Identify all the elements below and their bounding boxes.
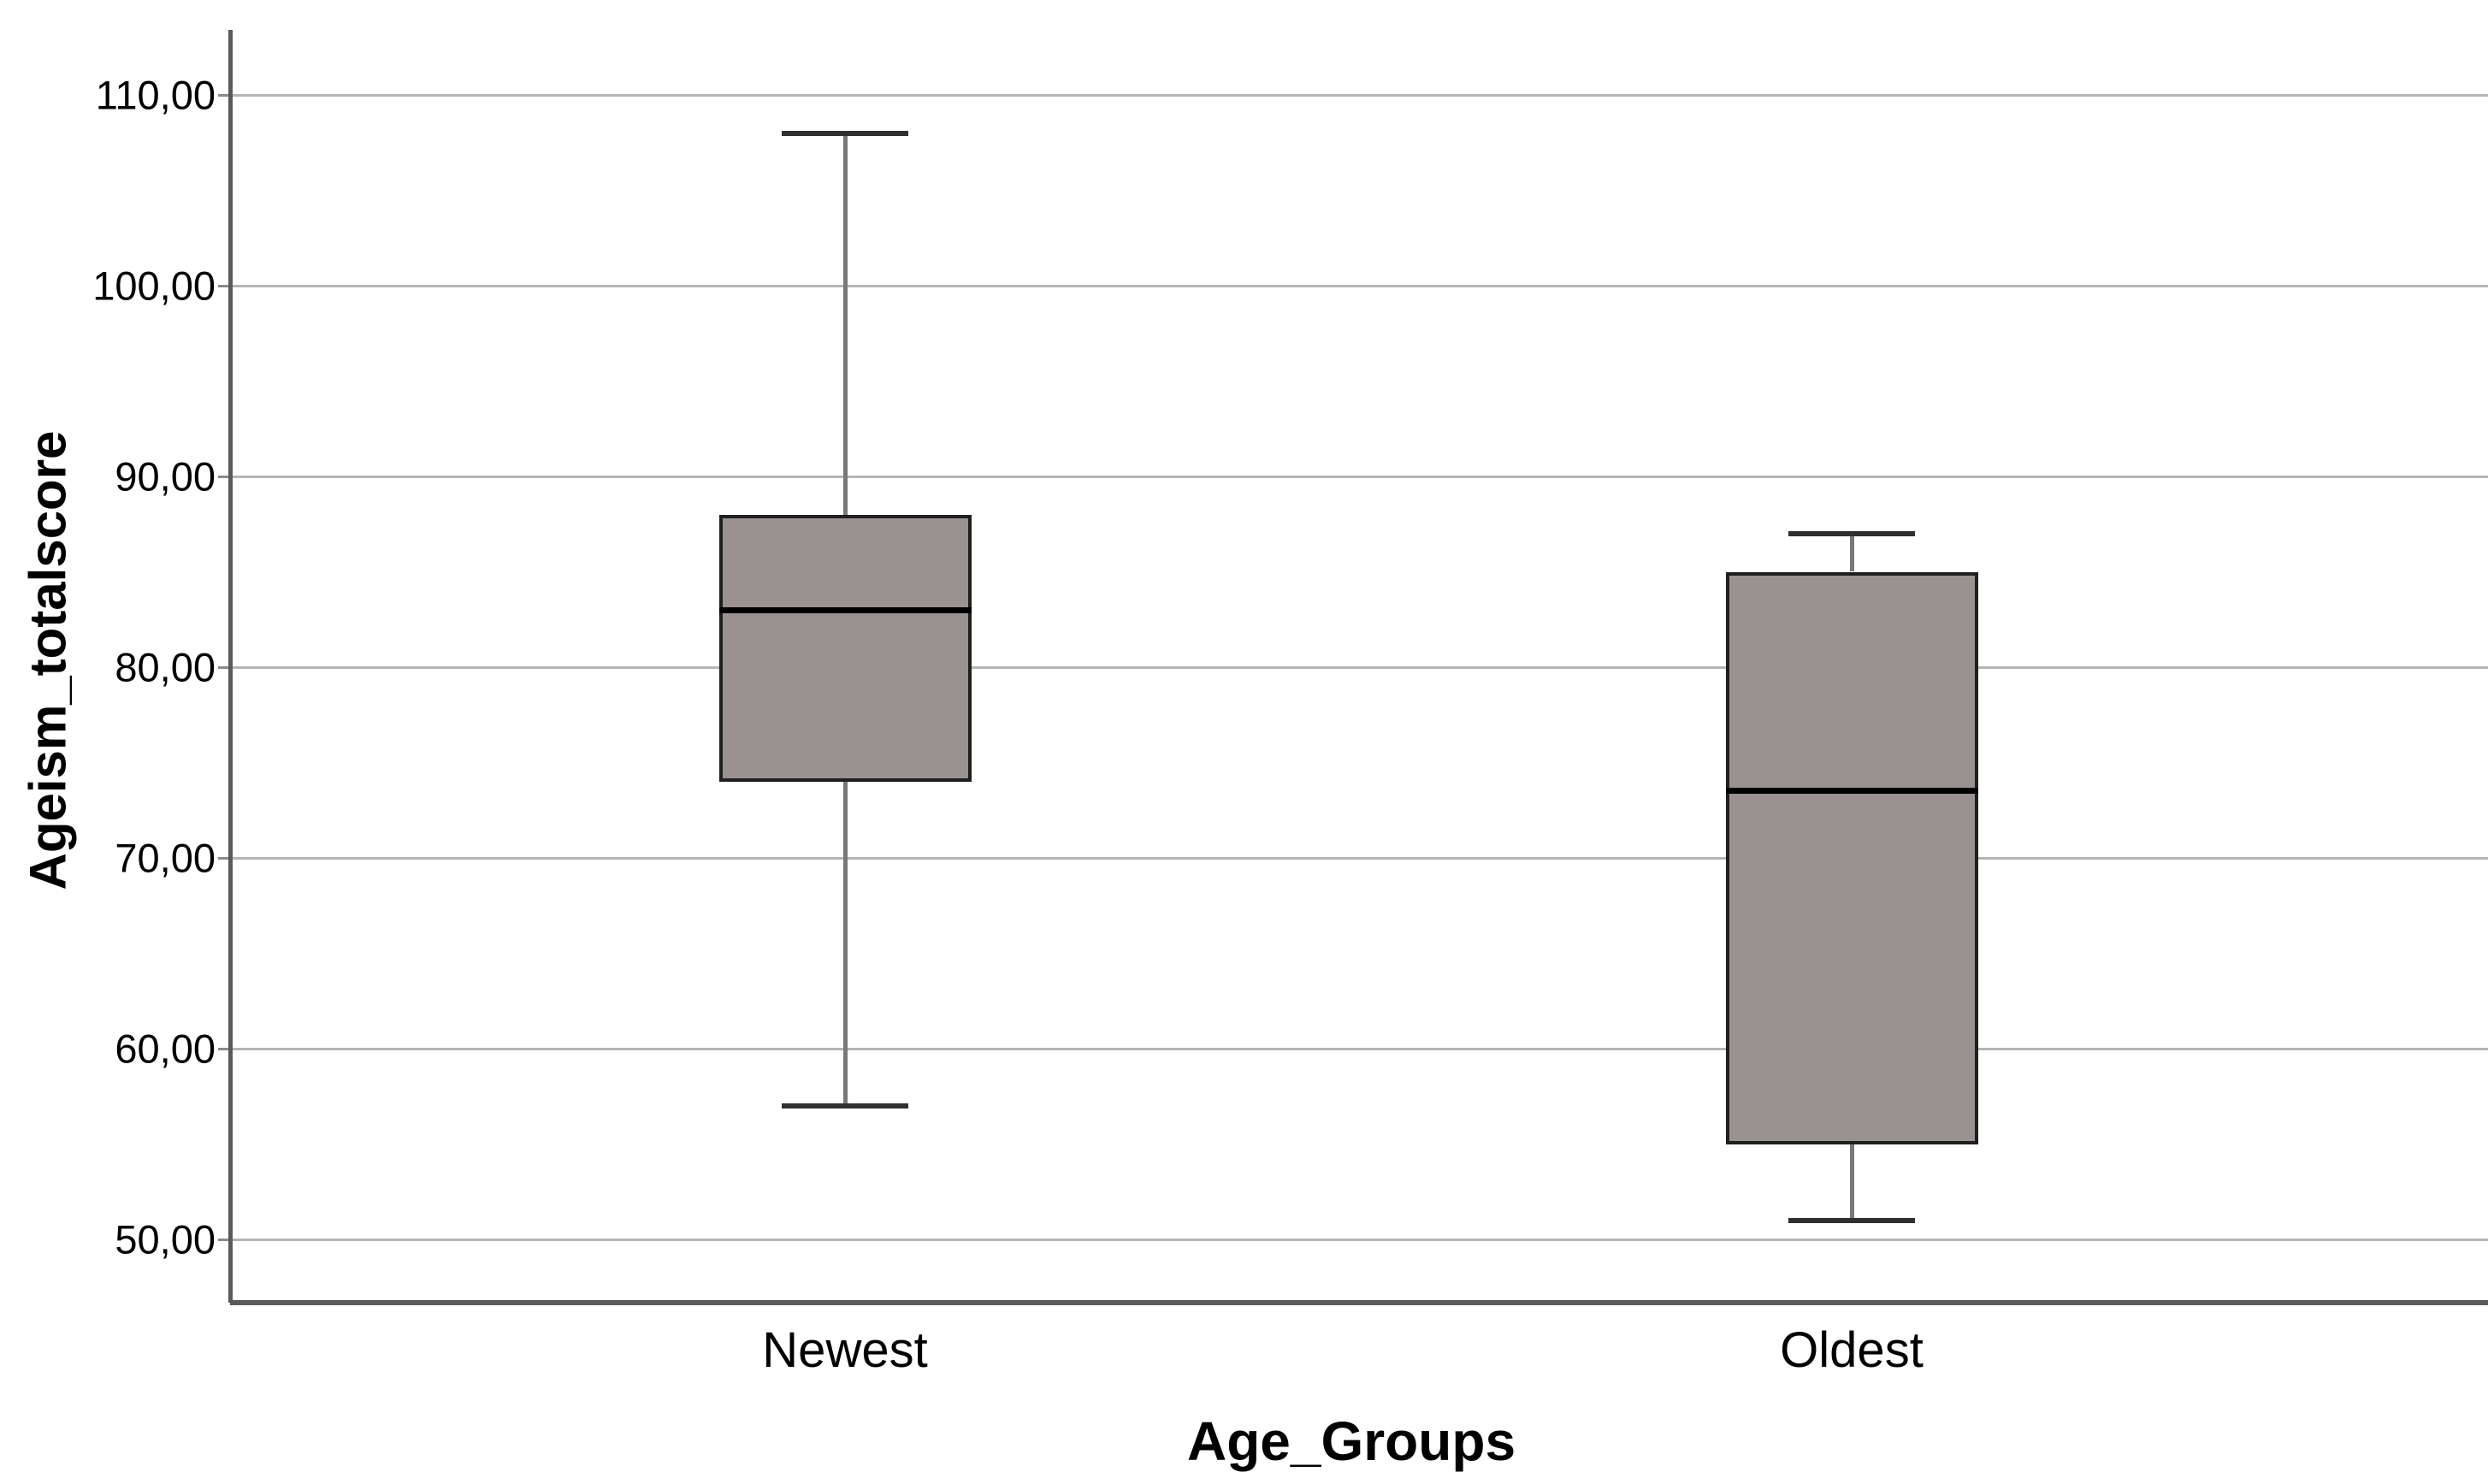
gridline: [230, 1238, 2488, 1241]
y-tick-label: 90,00: [115, 453, 216, 500]
lower-whisker-line: [1849, 1144, 1854, 1221]
y-axis-tick: [218, 284, 230, 287]
gridline: [230, 1047, 2488, 1050]
y-tick-label: 80,00: [115, 644, 216, 690]
y-axis-tick: [218, 1238, 230, 1241]
y-tick-label: 70,00: [115, 835, 216, 881]
gridline: [230, 475, 2488, 478]
y-tick-label: 50,00: [115, 1216, 216, 1262]
gridline: [230, 665, 2488, 669]
y-tick-label: 100,00: [92, 263, 216, 309]
y-tick-label: 60,00: [115, 1026, 216, 1072]
y-tick-label: 110,00: [95, 72, 216, 118]
y-axis-tick: [218, 665, 230, 669]
median-line: [718, 606, 972, 613]
gridline: [230, 284, 2488, 287]
y-axis-tick: [218, 93, 230, 97]
box-iqr: [718, 514, 972, 782]
x-category-label: Newest: [762, 1322, 928, 1378]
x-axis-title: Age_Groups: [1186, 1410, 1516, 1472]
y-axis-tick: [218, 856, 230, 860]
median-line: [1725, 788, 1978, 795]
y-axis-tick: [218, 1047, 230, 1050]
x-category-label: Oldest: [1780, 1322, 1924, 1378]
upper-whisker-cap: [1788, 530, 1915, 536]
box-iqr: [1725, 571, 1978, 1144]
x-axis-line: [230, 1300, 2488, 1305]
lower-whisker-cap: [782, 1103, 908, 1109]
upper-whisker-line: [1849, 533, 1854, 572]
upper-whisker-cap: [782, 130, 908, 136]
gridline: [230, 93, 2488, 97]
lower-whisker-line: [842, 781, 848, 1106]
y-axis-tick: [218, 475, 230, 478]
gridline: [230, 856, 2488, 860]
lower-whisker-cap: [1788, 1217, 1915, 1223]
y-axis-title: Ageism_totalscore: [19, 430, 77, 890]
y-axis-line: [228, 30, 233, 1303]
upper-whisker-line: [842, 133, 848, 515]
